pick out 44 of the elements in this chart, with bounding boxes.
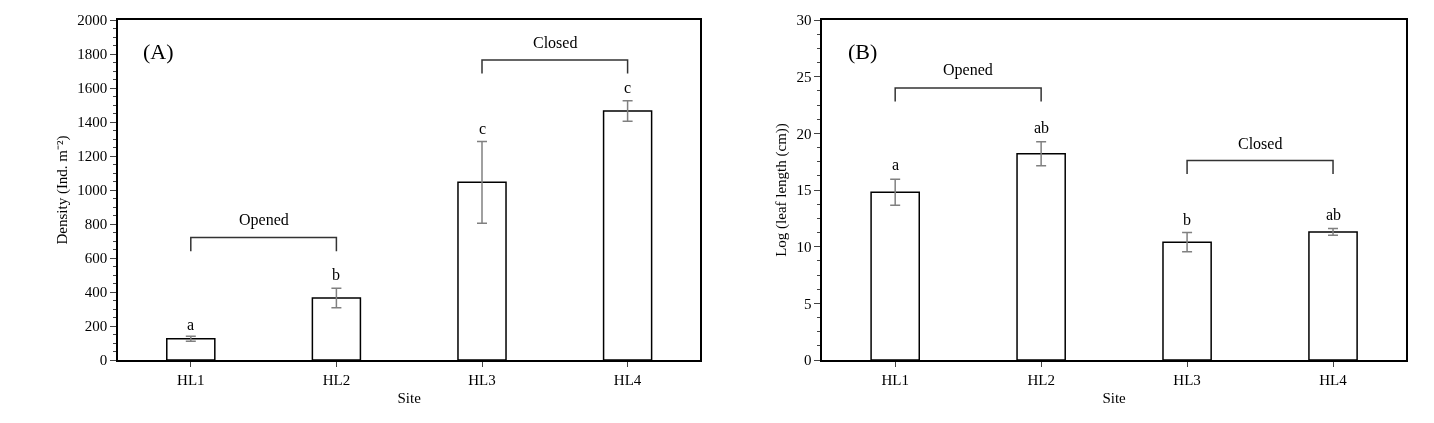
annotation: Closed [1238, 135, 1283, 152]
annotation: a [187, 316, 195, 333]
x-tick-label: HL2 [322, 371, 351, 388]
x-tick-label: HL4 [613, 371, 642, 388]
y-tick-label: 1800 [77, 46, 108, 63]
y-tick-label: 1000 [77, 182, 108, 199]
y-axis-title: Log (leaf length (cm)) [773, 123, 791, 257]
annotation: c [479, 120, 487, 137]
y-tick-label: 2000 [77, 12, 108, 29]
y-tick-label: 10 [796, 238, 812, 255]
y-tick-label: 800 [84, 216, 108, 233]
annotation: a [892, 156, 900, 173]
annotation: Opened [943, 61, 993, 79]
x-tick-label: HL1 [177, 371, 205, 388]
annotation: b [1183, 211, 1191, 228]
annotation: c [624, 79, 632, 96]
x-axis-title: Site [397, 390, 422, 407]
y-tick-label: 20 [796, 125, 812, 142]
y-tick-label: 1200 [77, 148, 108, 165]
y-tick-label: 25 [796, 68, 812, 85]
annotation: Closed [533, 34, 578, 51]
annotation: b [332, 266, 340, 283]
y-tick-label: 0 [99, 352, 108, 369]
text: (A) [143, 39, 174, 64]
y-tick-label: 0 [803, 352, 812, 369]
text: (B) [848, 39, 878, 64]
y-tick-label: 30 [796, 12, 812, 29]
y-tick-label: 5 [803, 295, 812, 312]
x-tick-label: HL3 [468, 371, 496, 388]
annotation: ab [1326, 206, 1342, 223]
x-axis-title: Site [1102, 390, 1127, 407]
y-axis-title: Density (Ind. m⁻²) [54, 135, 71, 245]
y-tick-label: 400 [84, 284, 108, 301]
x-tick-label: HL1 [881, 371, 909, 388]
y-tick-label: 1600 [77, 80, 108, 97]
x-tick-label: HL2 [1027, 371, 1055, 388]
annotation: Opened [239, 211, 289, 229]
y-tick-label: 1400 [77, 114, 108, 131]
x-tick-label: HL4 [1319, 371, 1348, 388]
y-tick-label: 200 [84, 318, 108, 335]
y-tick-label: 15 [796, 182, 812, 199]
x-tick-label: HL3 [1173, 371, 1201, 388]
annotation: ab [1034, 119, 1050, 136]
y-tick-label: 600 [84, 250, 108, 267]
